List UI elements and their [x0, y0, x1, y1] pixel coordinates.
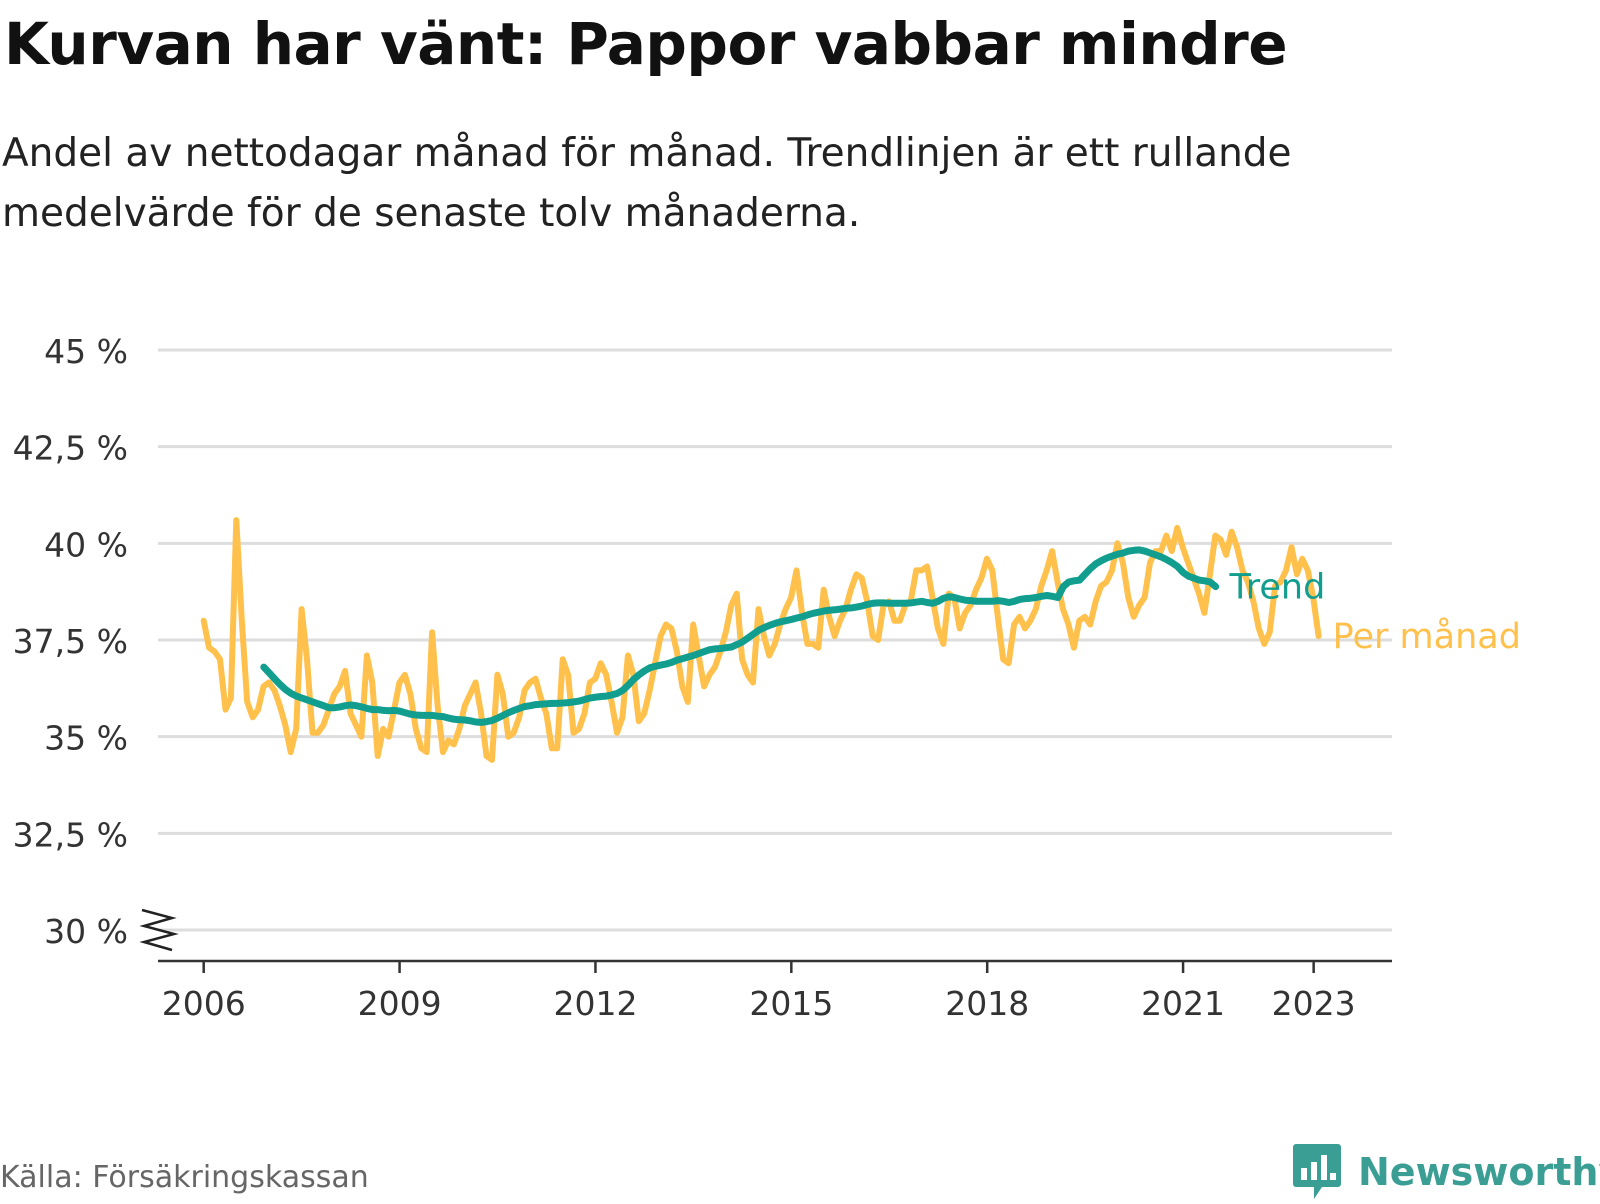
y-tick-label: 32,5 %: [13, 815, 128, 854]
series-label-trend: Trend: [1229, 568, 1326, 608]
series-lines: [200, 517, 1322, 763]
x-tick-label: 2006: [162, 984, 246, 1023]
newsworthy-logo-icon: [1293, 1144, 1341, 1199]
x-tick-label: 2015: [749, 984, 833, 1023]
series-line-trend: [260, 546, 1220, 726]
line-chart: 30 %32,5 %35 %37,5 %40 %42,5 %45 % 2006 2…: [13, 332, 1521, 1023]
y-tick-label: 35 %: [44, 719, 128, 758]
series-line-per-manad: [200, 517, 1322, 763]
brand-logo: Newsworthy: [1292, 1140, 1600, 1204]
y-axis-tick-labels: 30 % 32,5 % 35 % 37,5 % 40 % 42,5 % 45 %: [13, 332, 128, 951]
source-note: Källa: Försäkringskassan: [0, 1160, 369, 1195]
x-tick-label: 2018: [945, 984, 1029, 1023]
y-tick-label: 30 %: [44, 912, 128, 951]
y-tick-label: 45 %: [44, 332, 128, 371]
x-tick-label: 2023: [1272, 984, 1356, 1023]
x-tick-label: 2021: [1141, 984, 1225, 1023]
y-tick-label: 42,5 %: [13, 429, 128, 468]
x-tick-label: 2012: [553, 984, 637, 1023]
x-tick-label: 2009: [358, 984, 442, 1023]
chart-title: Kurvan har vänt: Pappor vabbar mindre: [4, 10, 1288, 78]
series-label-per-manad: Per månad: [1333, 616, 1521, 657]
y-tick-label: 37,5 %: [13, 622, 128, 661]
x-axis: 2006 2009 2012 2015 2018 2021 2023: [158, 959, 1392, 1023]
chart-subtitle: Andel av nettodagar månad för månad. Tre…: [2, 131, 1292, 236]
brand-name: Newsworthy: [1358, 1150, 1600, 1194]
axis-break-icon: [139, 908, 179, 952]
y-tick-label: 40 %: [44, 525, 128, 564]
